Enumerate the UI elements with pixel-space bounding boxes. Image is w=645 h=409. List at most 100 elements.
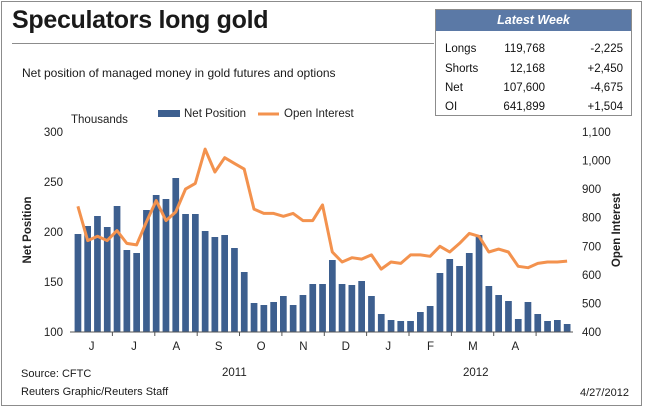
month-label: F <box>427 341 434 353</box>
left-axis-title: Net Position <box>22 196 34 263</box>
net-position-bar <box>172 178 180 332</box>
net-position-bar <box>436 273 444 332</box>
net-position-bar <box>485 286 493 332</box>
right-axis-title: Open Interest <box>611 193 623 267</box>
latest-week-header: Latest Week <box>436 10 631 31</box>
net-position-bar <box>348 285 356 332</box>
row-label: Longs <box>445 43 477 55</box>
net-position-bar <box>221 235 228 332</box>
net-position-bar <box>162 199 170 332</box>
units-label: Thousands <box>71 114 128 126</box>
net-position-bar <box>368 296 375 332</box>
net-position-bar <box>113 206 121 332</box>
net-position-bar <box>74 234 82 332</box>
latest-week-row-oi: OI 641,899 +1,504 <box>436 98 631 116</box>
row-change: -4,675 <box>590 82 623 94</box>
net-position-bar <box>260 305 268 332</box>
legend: Net Position Open Interest <box>158 108 354 120</box>
net-position-bar <box>143 210 150 332</box>
net-position-bar <box>94 216 101 332</box>
left-axis-tick-label: 150 <box>44 277 63 289</box>
net-position-bar <box>495 295 502 332</box>
right-axis-tick-label: 400 <box>582 327 601 339</box>
net-position-bar <box>465 253 473 332</box>
net-position-bar <box>475 235 483 332</box>
net-position-bar <box>152 195 160 332</box>
net-position-bar <box>211 237 219 332</box>
left-axis-tick-label: 250 <box>44 177 63 189</box>
left-axis-tick-label: 300 <box>44 127 63 139</box>
month-label: J <box>131 341 137 353</box>
year-label-2012: 2012 <box>463 367 489 379</box>
net-position-bar <box>103 227 111 332</box>
net-position-bar <box>358 281 365 332</box>
row-label: OI <box>445 101 458 113</box>
right-axis-tick-label: 700 <box>582 241 601 253</box>
right-axis-tick-label: 500 <box>582 298 601 310</box>
net-position-bar <box>524 302 532 332</box>
net-position-bar <box>319 284 326 332</box>
net-position-bar <box>338 284 346 332</box>
net-position-bar <box>397 321 405 332</box>
credit-note: Reuters Graphic/Reuters Staff <box>21 386 169 398</box>
month-label: J <box>89 341 95 353</box>
net-position-bar <box>554 320 561 332</box>
net-position-bar <box>240 272 248 332</box>
net-position-bar <box>309 284 317 332</box>
row-change: -2,225 <box>590 43 623 55</box>
left-axis-labels: 300 250 200 150 100 <box>44 127 63 339</box>
net-position-bar <box>544 321 551 332</box>
legend-swatch-net-position <box>158 110 180 117</box>
net-position-bar <box>534 314 542 332</box>
row-label: Shorts <box>445 63 479 75</box>
net-position-bars <box>74 178 571 332</box>
net-position-bar <box>387 320 395 332</box>
title-divider <box>12 43 434 44</box>
net-position-bar <box>377 314 385 332</box>
net-position-bar <box>250 303 258 332</box>
net-position-bar <box>514 319 522 332</box>
x-axis-ticks <box>111 332 537 336</box>
month-label: M <box>468 341 478 353</box>
net-position-bar <box>329 260 336 332</box>
right-axis-tick-label: 1,000 <box>582 156 611 168</box>
month-label: A <box>511 341 519 353</box>
year-label-2011: 2011 <box>222 367 247 379</box>
row-value: 12,168 <box>509 63 545 75</box>
net-position-bar <box>563 324 571 332</box>
net-position-bar <box>407 321 414 332</box>
net-position-bar <box>417 312 424 332</box>
month-label: J <box>385 341 391 353</box>
right-axis-tick-label: 900 <box>582 184 601 196</box>
legend-label-net-position: Net Position <box>184 108 246 120</box>
net-position-bar <box>505 301 512 332</box>
row-value: 107,600 <box>503 82 545 94</box>
month-label: S <box>215 341 223 353</box>
net-position-bar <box>270 302 277 332</box>
left-axis-tick-label: 200 <box>44 227 63 239</box>
row-value: 641,899 <box>503 101 545 113</box>
net-position-bar <box>456 266 463 332</box>
month-label: A <box>172 341 180 353</box>
net-position-bar <box>192 214 199 332</box>
chart-title: Speculators long gold <box>12 6 269 34</box>
net-position-bar <box>201 231 209 332</box>
net-position-bar <box>123 250 131 332</box>
net-position-bar <box>426 306 434 332</box>
publish-date: 4/27/2012 <box>580 387 629 399</box>
net-position-bar <box>446 259 454 332</box>
legend-label-open-interest: Open Interest <box>284 108 354 120</box>
latest-week-row-shorts: Shorts 12,168 +2,450 <box>436 60 631 78</box>
net-position-bar <box>133 253 140 332</box>
latest-week-row-longs: Longs 119,768 -2,225 <box>436 40 631 58</box>
net-position-bar <box>280 296 287 332</box>
row-change: +1,504 <box>587 101 624 113</box>
month-label: N <box>299 341 307 353</box>
latest-week-row-net: Net 107,600 -4,675 <box>436 79 631 97</box>
month-label: O <box>257 341 266 353</box>
chart-subtitle: Net position of managed money in gold fu… <box>22 66 336 80</box>
open-interest-line <box>76 147 568 271</box>
row-label: Net <box>445 82 463 94</box>
net-position-bar <box>299 295 307 332</box>
